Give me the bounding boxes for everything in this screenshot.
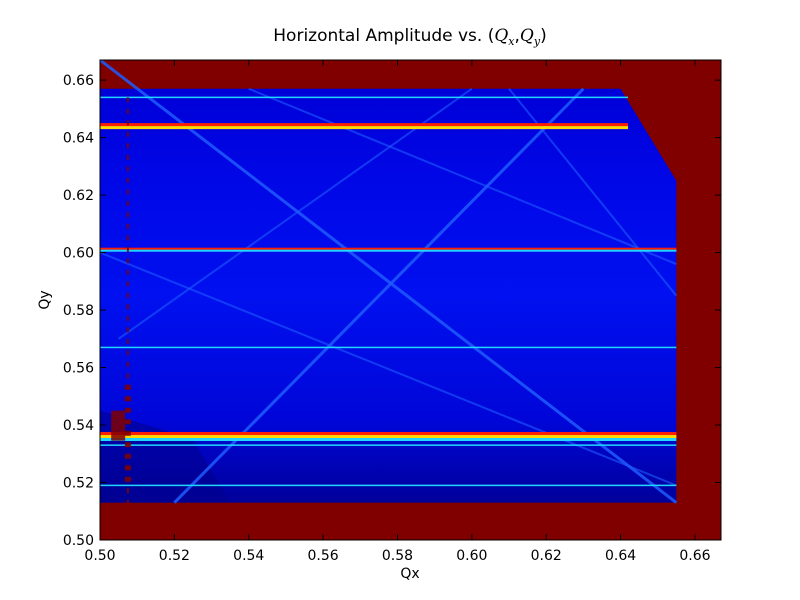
- resonance-band: [100, 438, 677, 442]
- resonance-line: [100, 251, 677, 487]
- speckle-column: [126, 235, 129, 241]
- y-tick-label: 0.64: [63, 131, 94, 147]
- title-sub-y: y: [533, 35, 541, 48]
- resonance-band: [100, 249, 677, 252]
- speckle-column: [126, 143, 129, 149]
- resonance-line: [100, 60, 678, 504]
- speckle-column: [124, 384, 131, 390]
- speckle-column: [124, 465, 131, 471]
- speckle-column: [124, 396, 131, 402]
- title-q2: Q: [520, 26, 534, 46]
- title-prefix: Horizontal Amplitude vs. (: [273, 26, 494, 46]
- speckle-column: [124, 453, 131, 459]
- x-tick-label: 0.66: [679, 548, 710, 564]
- heatmap-plot: [100, 60, 721, 540]
- x-tick-label: 0.52: [159, 548, 190, 564]
- speckle-column: [126, 131, 129, 137]
- data-field: [100, 88, 677, 503]
- y-tick-label: 0.54: [63, 418, 94, 434]
- speckle-column: [126, 200, 129, 206]
- resonance-line: [118, 87, 473, 340]
- x-tick-label: 0.50: [84, 548, 115, 564]
- resonance-band: [100, 346, 677, 349]
- speckle-column: [126, 327, 129, 333]
- resonance-band: [100, 123, 629, 127]
- speckle-column: [126, 373, 129, 379]
- x-axis-label: Qx: [400, 566, 419, 582]
- speckle-column: [126, 338, 129, 344]
- y-tick-label: 0.66: [63, 73, 94, 89]
- title-comma: ,: [515, 26, 520, 46]
- speckle-column: [126, 120, 129, 126]
- speckle-column: [124, 430, 131, 436]
- title-sub-x: x: [508, 35, 515, 48]
- speckle-column: [126, 361, 129, 367]
- speckle-column: [126, 97, 129, 103]
- title-suffix: ): [540, 26, 547, 46]
- title-q1: Q: [494, 26, 508, 46]
- speckle-column: [124, 419, 131, 425]
- resonance-band: [100, 126, 629, 130]
- y-tick-label: 0.56: [63, 361, 94, 377]
- speckle-column: [126, 177, 129, 183]
- speckle-column: [126, 350, 129, 356]
- speckle-column: [126, 258, 129, 264]
- speckle-column: [126, 292, 129, 298]
- y-tick-label: 0.58: [63, 303, 94, 319]
- resonance-band: [100, 435, 677, 439]
- x-tick-label: 0.64: [605, 548, 636, 564]
- x-tick-label: 0.60: [456, 548, 487, 564]
- y-tick-label: 0.62: [63, 188, 94, 204]
- plot-frame: [99, 59, 722, 541]
- speckle-column: [124, 476, 131, 482]
- resonance-band: [100, 432, 677, 436]
- speckle-column: [126, 269, 129, 275]
- speckle-column: [126, 499, 129, 505]
- speckle-column: [126, 166, 129, 172]
- speckle-column: [126, 315, 129, 321]
- y-axis-label: Qy: [37, 290, 53, 309]
- x-tick-label: 0.56: [308, 548, 339, 564]
- speckle-column: [126, 246, 129, 252]
- speckle-column: [124, 407, 131, 413]
- y-tick-label: 0.52: [63, 476, 94, 492]
- x-tick-label: 0.62: [531, 548, 562, 564]
- x-tick-label: 0.54: [233, 548, 264, 564]
- resonance-band: [100, 96, 629, 99]
- resonance-band: [100, 484, 677, 487]
- resonance-line: [248, 87, 677, 265]
- speckle-column: [126, 189, 129, 195]
- speckle-column: [126, 223, 129, 229]
- y-tick-label: 0.50: [63, 533, 94, 549]
- speckle-cluster: [111, 410, 126, 441]
- resonance-band: [100, 444, 677, 446]
- resonance-band: [100, 247, 677, 250]
- speckle-column: [126, 281, 129, 287]
- speckle-column: [126, 304, 129, 310]
- speckle-column: [126, 212, 129, 218]
- axis-ticks: 0.50 0.52 0.54 0.56 0.58 0.60 0.62 0.64 0.66 0.50…: [63, 60, 721, 564]
- y-tick-label: 0.60: [63, 246, 94, 262]
- x-tick-label: 0.58: [382, 548, 413, 564]
- speckle-column: [124, 442, 131, 448]
- speckle-column: [126, 108, 129, 114]
- chart-title: Horizontal Amplitude vs. (Qx,Qy): [273, 26, 546, 48]
- speckle-column: [126, 488, 129, 494]
- speckle-column: [126, 154, 129, 160]
